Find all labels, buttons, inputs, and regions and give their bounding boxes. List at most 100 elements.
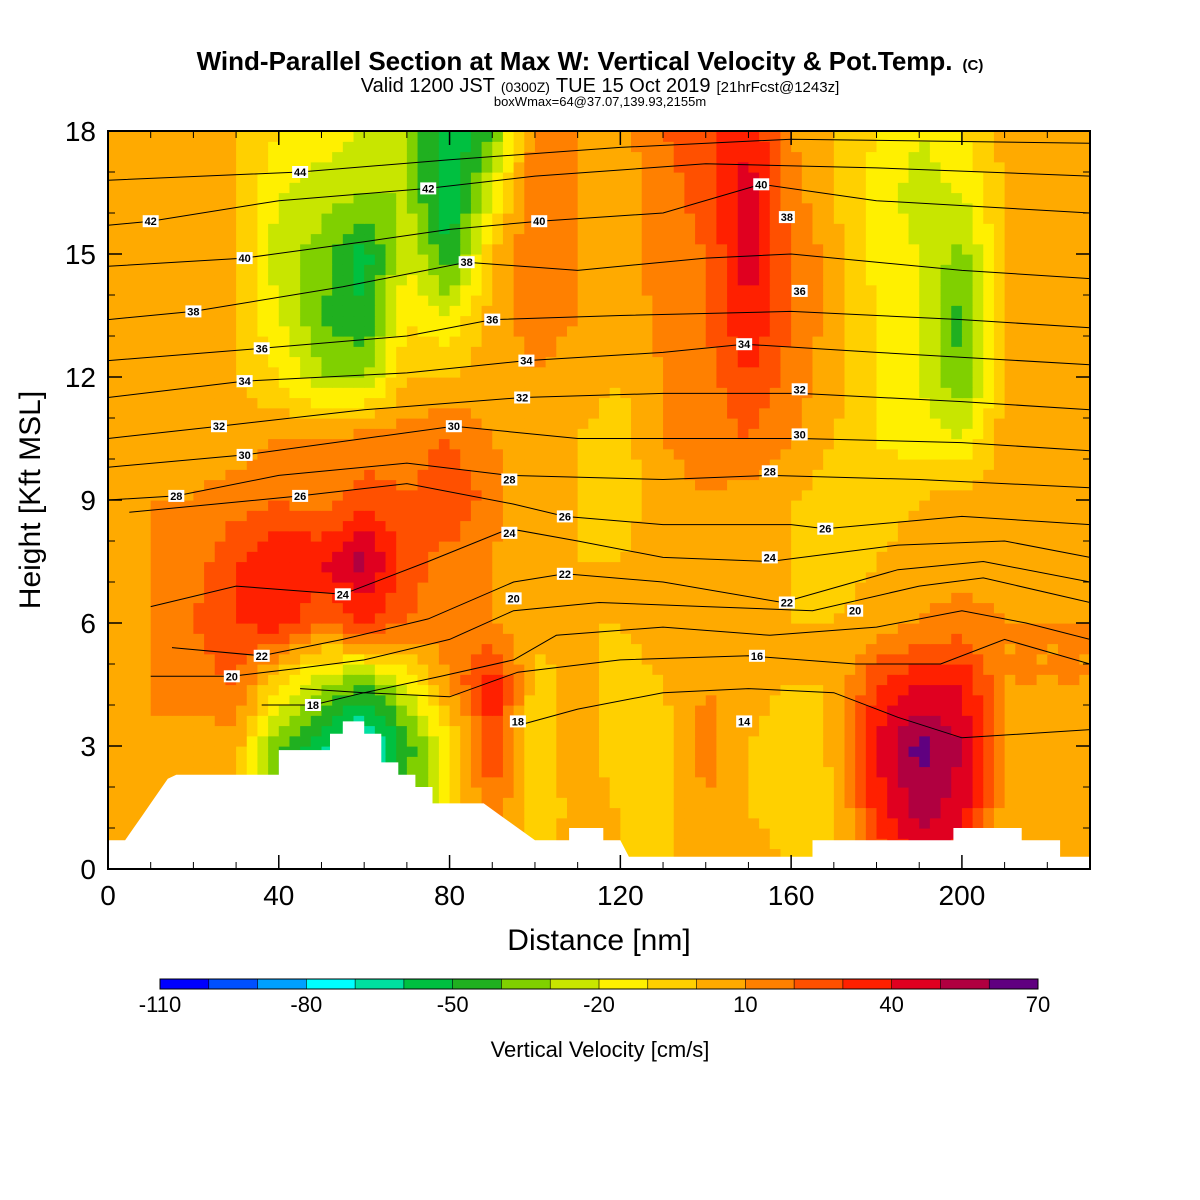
velocity-cell: [118, 623, 130, 634]
velocity-cell: [812, 541, 824, 552]
velocity-cell: [556, 776, 568, 788]
velocity-cell: [300, 551, 312, 563]
velocity-cell: [855, 756, 867, 768]
velocity-cell: [246, 664, 259, 675]
velocity-cell: [513, 448, 525, 460]
velocity-cell: [236, 366, 248, 378]
velocity-cell: [737, 592, 750, 604]
velocity-cell: [577, 541, 589, 552]
velocity-cell: [513, 653, 525, 665]
velocity-cell: [620, 520, 632, 532]
velocity-cell: [246, 653, 259, 665]
velocity-cell: [876, 428, 888, 440]
velocity-cell: [812, 828, 824, 839]
velocity-cell: [769, 438, 782, 450]
velocity-cell: [438, 602, 451, 614]
velocity-cell: [236, 756, 248, 768]
velocity-cell: [182, 489, 194, 501]
velocity-cell: [1057, 633, 1070, 645]
velocity-cell: [801, 653, 814, 665]
velocity-cell: [769, 530, 782, 542]
velocity-cell: [204, 356, 216, 368]
velocity-cell: [801, 377, 814, 388]
velocity-cell: [268, 602, 280, 614]
velocity-cell: [695, 612, 707, 624]
velocity-cell: [502, 387, 515, 399]
velocity-cell: [1079, 315, 1090, 327]
velocity-cell: [289, 520, 301, 532]
velocity-cell: [428, 418, 440, 429]
velocity-cell: [993, 766, 1006, 778]
velocity-cell: [620, 397, 632, 409]
velocity-cell: [1047, 766, 1059, 778]
velocity-cell: [534, 418, 547, 429]
velocity-cell: [321, 541, 333, 552]
velocity-cell: [993, 684, 1006, 696]
velocity-cell: [193, 643, 205, 655]
velocity-cell: [631, 623, 643, 634]
velocity-cell: [812, 530, 824, 542]
velocity-cell: [961, 551, 974, 563]
velocity-cell: [716, 807, 728, 819]
velocity-cell: [161, 428, 173, 440]
velocity-cell: [705, 694, 718, 706]
velocity-cell: [855, 489, 867, 501]
velocity-cell: [172, 418, 184, 429]
velocity-cell: [887, 541, 899, 552]
velocity-cell: [449, 541, 461, 552]
velocity-cell: [631, 428, 643, 440]
velocity-cell: [524, 807, 536, 819]
velocity-cell: [641, 387, 653, 399]
velocity-cell: [1068, 817, 1080, 829]
velocity-cell: [759, 705, 771, 716]
velocity-cell: [1025, 571, 1038, 583]
velocity-cell: [609, 489, 621, 501]
velocity-cell: [172, 356, 184, 368]
velocity-cell: [321, 366, 333, 378]
velocity-cell: [524, 582, 536, 593]
velocity-cell: [289, 541, 301, 552]
velocity-cell: [801, 325, 814, 337]
velocity-cell: [695, 684, 707, 696]
velocity-cell: [364, 500, 376, 511]
velocity-cell: [321, 674, 333, 686]
velocity-cell: [887, 325, 899, 337]
velocity-cell: [428, 787, 440, 798]
velocity-cell: [342, 664, 355, 675]
velocity-cell: [855, 735, 867, 747]
velocity-cell: [513, 817, 525, 829]
velocity-cell: [556, 787, 568, 798]
velocity-cell: [502, 551, 515, 563]
velocity-cell: [246, 407, 259, 419]
velocity-cell: [481, 735, 493, 747]
velocity-cell: [1068, 561, 1080, 573]
velocity-cell: [140, 397, 152, 409]
velocity-cell: [524, 828, 536, 839]
velocity-cell: [566, 387, 579, 399]
velocity-cell: [300, 346, 312, 358]
velocity-cell: [246, 315, 259, 327]
velocity-cell: [812, 592, 824, 604]
velocity-cell: [300, 664, 312, 675]
velocity-cell: [844, 469, 856, 481]
velocity-cell: [300, 336, 312, 347]
velocity-cell: [278, 571, 291, 583]
velocity-cell: [502, 428, 515, 440]
velocity-cell: [769, 459, 782, 470]
velocity-cell: [620, 684, 632, 696]
velocity-cell: [577, 428, 589, 440]
velocity-cell: [353, 438, 365, 450]
velocity-cell: [108, 520, 120, 532]
velocity-cell: [801, 602, 814, 614]
velocity-cell: [673, 592, 685, 604]
velocity-cell: [481, 469, 493, 481]
velocity-cell: [1068, 377, 1080, 388]
velocity-cell: [385, 500, 397, 511]
velocity-cell: [321, 315, 333, 327]
velocity-cell: [374, 336, 387, 347]
velocity-cell: [396, 674, 408, 686]
velocity-cell: [150, 325, 162, 337]
velocity-cell: [1047, 561, 1059, 573]
velocity-cell: [684, 653, 696, 665]
velocity-cell: [556, 428, 568, 440]
